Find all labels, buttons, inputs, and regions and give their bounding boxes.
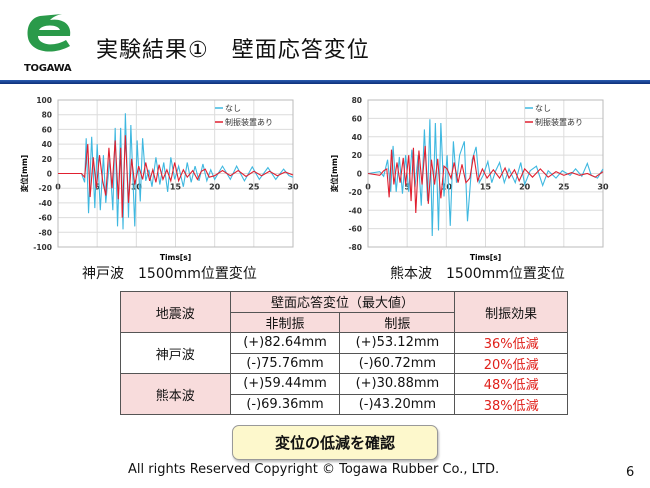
header-damped: 制振: [339, 311, 456, 333]
nondamped-cell: (+)82.64mm: [229, 332, 341, 354]
togawa-logo: TOGAWA: [22, 12, 78, 74]
x-tick-label: 10: [131, 183, 143, 192]
x-tick-label: 15: [170, 183, 182, 192]
effect-cell: 36%低減: [454, 332, 568, 354]
page-title: 実験結果① 壁面応答変位: [96, 38, 370, 63]
header-nondamped: 非制振: [229, 311, 341, 333]
y-axis-label: 変位[mm]: [19, 155, 29, 193]
quake-cell: 熊本波: [120, 373, 231, 415]
series-line-0: [58, 113, 294, 230]
y-tick-label: 80: [352, 96, 362, 105]
x-tick-label: 20: [519, 183, 531, 192]
y-tick-label: -40: [38, 199, 52, 208]
y-tick-label: -80: [38, 228, 52, 237]
results-table: 地震波 壁面応答変位（最大値） 制振効果 非制振 制振 神戸波 (+)82.64…: [120, 291, 568, 415]
x-tick-label: 5: [404, 183, 410, 192]
header-response: 壁面応答変位（最大値）: [229, 291, 456, 313]
kobe-caption: 神戸波 1500mm位置変位: [82, 266, 257, 282]
table-row: 熊本波 (+)59.44mm (+)30.88mm 48%低減: [120, 373, 568, 415]
y-tick-label: 0: [357, 170, 362, 179]
y-tick-label: 60: [42, 125, 52, 134]
copyright: All rights Reserved Copyright © Togawa R…: [128, 462, 500, 477]
y-tick-label: -60: [348, 225, 362, 234]
y-tick-label: -20: [348, 188, 362, 197]
series-line-1: [367, 145, 604, 214]
x-axis-label: Tims[s]: [470, 253, 501, 262]
header-divider: [0, 80, 650, 84]
x-tick-label: 15: [480, 183, 492, 192]
y-tick-label: 80: [42, 111, 52, 120]
damped-cell: (+)53.12mm: [339, 332, 456, 354]
x-tick-label: 25: [558, 183, 570, 192]
y-tick-label: 0: [47, 170, 52, 179]
y-tick-label: 100: [36, 96, 52, 105]
kumamoto-caption: 熊本波 1500mm位置変位: [390, 266, 565, 282]
quake-cell: 神戸波: [120, 332, 231, 374]
x-tick-label: 20: [209, 183, 221, 192]
y-tick-label: -80: [348, 243, 362, 252]
effect-cell: 38%低減: [454, 393, 568, 415]
legend-label: なし: [225, 104, 241, 113]
x-tick-label: 25: [248, 183, 260, 192]
damped-cell: (-)60.72mm: [339, 352, 456, 374]
nondamped-cell: (-)75.76mm: [229, 352, 341, 374]
page-number: 6: [626, 465, 635, 480]
y-tick-label: -40: [348, 206, 362, 215]
effect-cell: 20%低減: [454, 352, 568, 374]
x-tick-label: 10: [441, 183, 453, 192]
x-axis-label: Tims[s]: [160, 253, 191, 262]
y-tick-label: -20: [38, 184, 52, 193]
table-row: (-)75.76mm (-)60.72mm 20%低減: [121, 352, 568, 374]
damped-cell: (-)43.20mm: [339, 393, 456, 415]
legend-label: 制振装置あり: [535, 117, 583, 127]
table-row: (-)69.36mm (-)43.20mm 38%低減: [121, 393, 568, 415]
logo-text: TOGAWA: [24, 63, 72, 74]
header-effect: 制振効果: [454, 291, 568, 333]
y-tick-label: -60: [38, 214, 52, 223]
damped-cell: (+)30.88mm: [339, 373, 456, 395]
y-axis-label: 変位[mm]: [329, 155, 339, 193]
header-quake: 地震波: [120, 291, 231, 333]
series-line-1: [58, 135, 294, 218]
table-row: 神戸波 (+)82.64mm (+)53.12mm 36%低減: [120, 332, 568, 374]
y-tick-label: 20: [352, 151, 362, 160]
y-tick-label: -100: [33, 243, 52, 252]
y-tick-label: 20: [42, 155, 52, 164]
conclusion-box: 変位の低減を確認: [232, 425, 438, 460]
y-tick-label: 60: [352, 114, 362, 123]
y-tick-label: 40: [42, 140, 52, 149]
nondamped-cell: (+)59.44mm: [229, 373, 341, 395]
x-tick-label: 5: [94, 183, 100, 192]
legend-label: なし: [535, 104, 551, 113]
legend-label: 制振装置あり: [225, 117, 273, 127]
y-tick-label: 40: [352, 133, 362, 142]
logo-mark-icon: [27, 14, 71, 52]
nondamped-cell: (-)69.36mm: [229, 393, 341, 415]
series-line-0: [367, 119, 604, 236]
effect-cell: 48%低減: [454, 373, 568, 395]
